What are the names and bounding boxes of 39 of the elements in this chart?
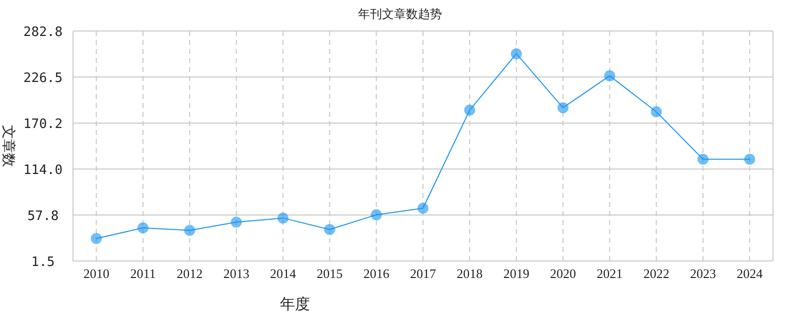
y-tick-label: 1.5 [31,255,55,270]
y-tick-label: 57.8 [27,208,59,224]
point [418,202,428,214]
point [184,224,196,236]
point [278,212,288,224]
point [698,154,708,165]
x-tick-label: 2016 [363,266,390,281]
y-tick-label: 114.0 [23,163,63,178]
x-tick-label: 2020 [550,266,576,281]
y-tick-label: 170.2 [23,117,63,132]
x-tick-label: 2013 [223,266,250,281]
x-tick-label: 2015 [316,266,343,281]
chart-title: 年刊文章数趋势 [358,7,442,21]
point [324,224,336,236]
x-tick-label: 2024 [736,266,764,281]
point [744,154,756,165]
point [370,209,382,220]
point [604,70,616,82]
point [650,106,662,118]
x-tick-label: 2017 [410,266,436,281]
x-tick-label: 2014 [270,266,296,281]
point [558,102,568,114]
y-axis-title: 文章数 [0,125,16,167]
x-axis-title: 年度 [280,296,310,313]
x-tick-label: 2019 [503,266,530,281]
x-tick-label: 2018 [456,266,483,281]
y-tick-label: 226.5 [23,71,63,86]
y-tick-label: 282.8 [23,25,63,40]
x-tick-label: 2011 [130,266,156,281]
x-tick-label: 2010 [83,266,110,281]
point [230,216,242,228]
x-tick-label: 2023 [690,266,716,281]
x-tick-label: 2012 [176,266,203,281]
point [510,48,522,60]
x-tick-label: 2021 [596,266,623,281]
point [90,233,102,244]
x-tick-label: 2022 [643,266,670,281]
point [464,104,476,116]
point [138,222,148,234]
